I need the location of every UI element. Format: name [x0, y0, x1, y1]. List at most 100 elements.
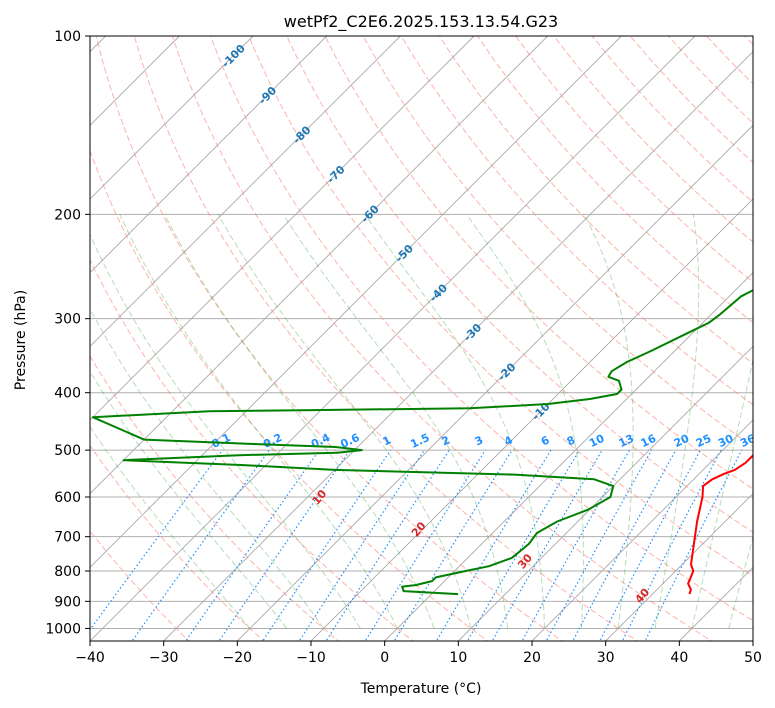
dry-adiabat [133, 36, 638, 641]
mixing-ratio-label: 30 [716, 432, 736, 450]
isotherm-label: -50 [393, 242, 416, 265]
mixing-ratio-label: 6 [539, 433, 552, 448]
mixing-ratio-line [599, 449, 702, 641]
dry-adiabat [171, 36, 713, 641]
mixing-ratio-line [393, 449, 513, 641]
moist-adiabat [217, 214, 472, 629]
y-tick-label: 500 [54, 443, 81, 459]
x-axis-label: Temperature (°C) [360, 681, 482, 697]
mixing-ratio-line [90, 449, 223, 631]
y-tick-label: 200 [54, 207, 81, 223]
axis-ticks: −40 −30 −20 −10 0 10 20 30 40 5010020030040050060… [45, 29, 762, 666]
isotherm-line [531, 419, 753, 641]
mixing-ratio-label: 0.4 [309, 431, 332, 451]
isotherm-label: -70 [324, 163, 347, 186]
mixing-ratio-line [218, 449, 351, 641]
mixing-ratio-line [131, 449, 270, 641]
moist-adiabat [90, 370, 288, 629]
x-tick-label: 50 [744, 650, 762, 666]
profile-lines [91, 289, 753, 596]
line-labels: 0.1 0.2 0.4 0.6 1 1.5 2 3 4 6 8 10 13 16 20 25 30 36-100-… [210, 42, 753, 606]
moist-adiabat [90, 425, 251, 629]
mixing-ratio-line [262, 449, 392, 641]
dry-adiabat [591, 36, 753, 203]
mixing-ratio-line [621, 449, 722, 641]
dry-adiabat [90, 444, 265, 641]
dry-adiabat [400, 36, 753, 406]
y-tick-label: 900 [54, 594, 81, 610]
moist-adiabat [90, 233, 361, 629]
mixing-ratio-label: 25 [694, 432, 713, 450]
dry-adiabat [286, 36, 753, 533]
moist-adiabat [282, 214, 509, 629]
isotherm-line [90, 36, 548, 495]
mixing-ratio-label: 13 [617, 432, 636, 450]
mixing-ratio-label: 2 [440, 433, 452, 448]
chart-title: wetPf2_C2E6.2025.153.13.54.G23 [284, 12, 558, 32]
mixing-ratio-line [185, 449, 320, 641]
isotherm-line [90, 36, 327, 274]
x-tick-label: 10 [449, 650, 467, 666]
isotherm-line [752, 640, 753, 641]
isotherm-line [90, 36, 401, 347]
plot-frame [89, 35, 754, 642]
isotherm-label: -60 [359, 202, 382, 225]
dry-adiabat-label: 30 [515, 551, 535, 571]
dry-adiabat [90, 149, 489, 641]
dry-adiabat [90, 355, 339, 641]
mixing-ratio-label: 3 [473, 433, 485, 448]
mixing-ratio-label: 10 [587, 432, 607, 450]
isotherm-label: -20 [495, 360, 518, 383]
moist-adiabat [583, 214, 634, 629]
isotherm-line [237, 124, 753, 641]
x-tick-label: −20 [223, 650, 253, 666]
isotherm-line [90, 36, 475, 421]
y-tick-label: 600 [54, 490, 81, 506]
background-lines [90, 36, 753, 641]
dry-adiabat [477, 36, 753, 324]
y-tick-label: 400 [54, 386, 81, 402]
mixing-ratio-line [325, 449, 450, 641]
y-tick-label: 100 [54, 29, 81, 45]
y-tick-label: 1000 [45, 621, 81, 637]
y-tick-label: 300 [54, 312, 81, 328]
mixing-ratio-label: 20 [672, 432, 692, 450]
isotherm-line [458, 345, 753, 641]
temperature-profile [687, 453, 753, 595]
dry-adiabat [515, 36, 753, 283]
mixing-ratio-label: 1.5 [408, 431, 431, 451]
moist-adiabat [728, 535, 753, 629]
moist-adiabat [691, 357, 753, 629]
x-tick-label: 40 [670, 650, 688, 666]
moist-adiabat [119, 214, 398, 629]
x-tick-label: −10 [296, 650, 326, 666]
dry-adiabat [210, 36, 753, 622]
moist-adiabat [654, 214, 700, 629]
moist-adiabat [466, 214, 584, 629]
dry-adiabat [90, 530, 190, 641]
x-tick-label: 0 [380, 650, 389, 666]
mixing-ratio-label: 0.1 [210, 431, 233, 451]
dry-adiabat [362, 36, 753, 448]
moist-adiabat [164, 214, 435, 629]
dewpoint-profile [91, 289, 753, 596]
mixing-ratio-line [364, 449, 486, 641]
mixing-ratio-line [298, 449, 425, 641]
mixing-ratio-line [572, 449, 677, 641]
x-tick-label: −30 [149, 650, 179, 666]
x-tick-label: −40 [75, 650, 105, 666]
dry-adiabat [95, 36, 564, 641]
x-tick-label: 30 [597, 650, 615, 666]
dry-adiabat-label: 40 [633, 586, 653, 606]
dry-adiabat [744, 36, 753, 46]
dry-adiabat [324, 36, 753, 490]
y-tick-label: 700 [54, 530, 81, 546]
dry-adiabat [668, 36, 753, 124]
isotherm-label: -100 [219, 42, 248, 71]
mixing-ratio-label: 16 [639, 432, 659, 450]
isotherm-label: -30 [461, 321, 484, 344]
y-axis-label: Pressure (hPa) [13, 290, 29, 390]
dry-adiabat [248, 36, 753, 577]
mixing-ratio-line [466, 449, 580, 641]
